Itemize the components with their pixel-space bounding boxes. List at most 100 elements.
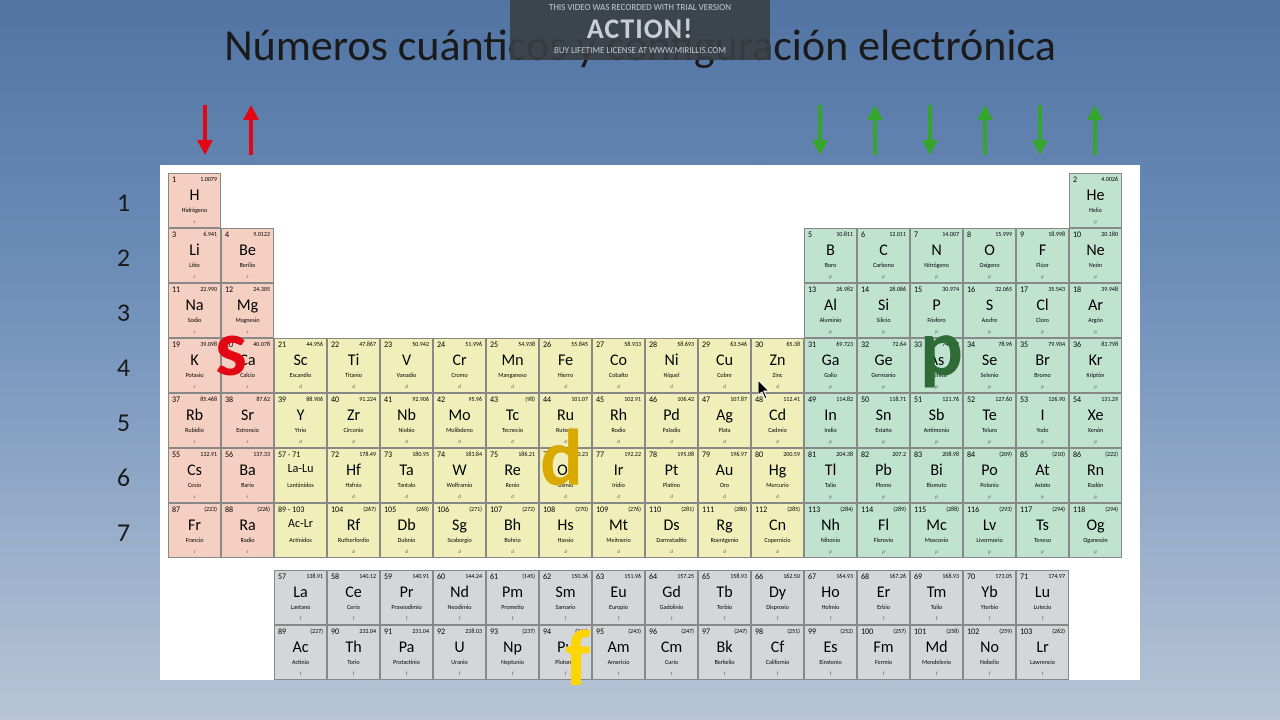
element-cell: 3988.906YYtriod — [274, 393, 327, 448]
element-cell: 67164.93HoHolmiof — [804, 570, 857, 625]
element-cell: 1939.098KPotasios — [168, 338, 221, 393]
period-number: 4 — [100, 340, 130, 395]
element-cell: 49114.82InIndiop — [804, 393, 857, 448]
element-cell: 108(270)HsHassiod — [539, 503, 592, 558]
element-cell: 52127.60TeTelurop — [963, 393, 1016, 448]
element-cell: 103(262)LrLawrenciof — [1016, 625, 1069, 680]
element-cell: 96(247)CmCuriof — [645, 625, 698, 680]
empty-cell — [751, 228, 804, 283]
spin-arrow-icon — [920, 100, 940, 165]
element-cell: 3785.468RbRubidios — [168, 393, 221, 448]
period-number: 7 — [100, 505, 130, 560]
empty-cell — [963, 173, 1016, 228]
element-cell: 918.998FFlúorp — [1016, 228, 1069, 283]
element-cell: 83208.98BiBismutop — [910, 448, 963, 503]
element-cell: 89(227)AcActiniof — [274, 625, 327, 680]
element-cell: 101(258)MdMendeleviof — [910, 625, 963, 680]
watermark-logo: ACTION! — [516, 15, 764, 43]
element-cell: 57138.91LaLantanof — [274, 570, 327, 625]
element-cell: 117(294)TsTenesop — [1016, 503, 1069, 558]
element-cell: 1632.065SAzufrep — [963, 283, 1016, 338]
main-table-grid: 11.0079HHidrógenos24.0026HeHeliop36.941L… — [168, 173, 1132, 558]
empty-cell — [645, 228, 698, 283]
empty-cell — [751, 283, 804, 338]
period-number: 1 — [100, 175, 130, 230]
element-cell: 114(289)FlFleroviop — [857, 503, 910, 558]
element-cell: 110(281)DsDarmstadtiod — [645, 503, 698, 558]
recorder-watermark: THIS VIDEO WAS RECORDED WITH TRIAL VERSI… — [510, 0, 770, 60]
spin-arrow-icon — [241, 100, 261, 165]
element-cell: 99(252)EsEinsteniof — [804, 625, 857, 680]
element-cell: 62150.36SmSamariof — [539, 570, 592, 625]
empty-cell — [486, 228, 539, 283]
element-cell: 1020.180NeNeónp — [1069, 228, 1122, 283]
spin-arrow-icon — [975, 100, 995, 165]
element-cell: 76190.23OsOsmiod — [539, 448, 592, 503]
element-cell: 4091.224ZrCirconiod — [327, 393, 380, 448]
period-numbers: 1234567 — [100, 175, 130, 560]
element-cell: 46106.42PdPaladiod — [645, 393, 698, 448]
element-cell: 66162.50DyDisprosiof — [751, 570, 804, 625]
element-cell: 4295.96MoMolibdenod — [433, 393, 486, 448]
element-cell: 1428.086SiSiliciop — [857, 283, 910, 338]
element-cell: 81204.38TlTaliop — [804, 448, 857, 503]
element-cell: 97(247)BkBerkeliof — [698, 625, 751, 680]
element-cell: 2350.942VVanadiod — [380, 338, 433, 393]
element-cell: 1224.305MgMagnesios — [221, 283, 274, 338]
element-cell: 2554.938MnManganesod — [486, 338, 539, 393]
element-cell: 94(244)PuPlutoniof — [539, 625, 592, 680]
element-cell: 86(222)RnRadónp — [1069, 448, 1122, 503]
element-cell: 51121.76SbAntimoniop — [910, 393, 963, 448]
element-cell: 3169.723GaGaliop — [804, 338, 857, 393]
empty-cell — [274, 228, 327, 283]
element-cell: 4192.906NbNiobiod — [380, 393, 433, 448]
empty-cell — [539, 173, 592, 228]
element-cell: 118(294)OgOganesónp — [1069, 503, 1122, 558]
element-cell: 102(259)NoNobeliof — [963, 625, 1016, 680]
element-cell: 2758.933CoCobaltod — [592, 338, 645, 393]
element-cell: 73180.95TaTantalod — [380, 448, 433, 503]
element-cell: 115(288)McMoscoviop — [910, 503, 963, 558]
element-cell: 55132.91CsCesios — [168, 448, 221, 503]
empty-cell — [592, 228, 645, 283]
element-cell: 112(285)CnCoperniciod — [751, 503, 804, 558]
empty-cell — [433, 173, 486, 228]
element-cell: 815.999OOxígenop — [963, 228, 1016, 283]
empty-cell — [592, 173, 645, 228]
empty-cell — [486, 173, 539, 228]
element-cell: 1839.948ArArgónp — [1069, 283, 1122, 338]
empty-cell — [804, 173, 857, 228]
element-cell: 84(209)PoPoloniop — [963, 448, 1016, 503]
element-cell: 80200.59HgMercuriod — [751, 448, 804, 503]
empty-cell — [751, 173, 804, 228]
empty-cell — [645, 283, 698, 338]
element-cell: 65158.93TbTerbiof — [698, 570, 751, 625]
element-cell: 47107.87AgPlatad — [698, 393, 751, 448]
element-cell: 70173.05YbYterbiof — [963, 570, 1016, 625]
element-cell: 58140.12CeCeriof — [327, 570, 380, 625]
p-block-arrows — [810, 100, 1140, 165]
element-cell: 43(98)TcTecneciod — [486, 393, 539, 448]
element-cell: 54131.29XeXenónp — [1069, 393, 1122, 448]
element-cell: 107(272)BhBohriod — [486, 503, 539, 558]
element-cell: 53126.90IYodop — [1016, 393, 1069, 448]
empty-cell — [380, 283, 433, 338]
element-cell: 2963.546CuCobred — [698, 338, 751, 393]
element-cell: 3579.904BrBromop — [1016, 338, 1069, 393]
empty-cell — [274, 283, 327, 338]
element-cell: 3272.64GeGermaniop — [857, 338, 910, 393]
empty-cell — [698, 173, 751, 228]
element-cell: 50118.71SnEstañop — [857, 393, 910, 448]
empty-cell — [698, 283, 751, 338]
spin-arrow-icon — [810, 100, 830, 165]
element-cell: 45102.91RhRodiod — [592, 393, 645, 448]
element-cell: 105(268)DbDubniod — [380, 503, 433, 558]
element-cell: 49.0122BeBerilios — [221, 228, 274, 283]
element-cell: 3887.62SrEstroncios — [221, 393, 274, 448]
empty-cell — [327, 228, 380, 283]
element-cell: 91231.04PaProtactiniof — [380, 625, 433, 680]
element-cell: 59140.91PrPraseodimiof — [380, 570, 433, 625]
element-cell: 36.941LiLitios — [168, 228, 221, 283]
empty-cell — [327, 173, 380, 228]
period-number: 3 — [100, 285, 130, 340]
